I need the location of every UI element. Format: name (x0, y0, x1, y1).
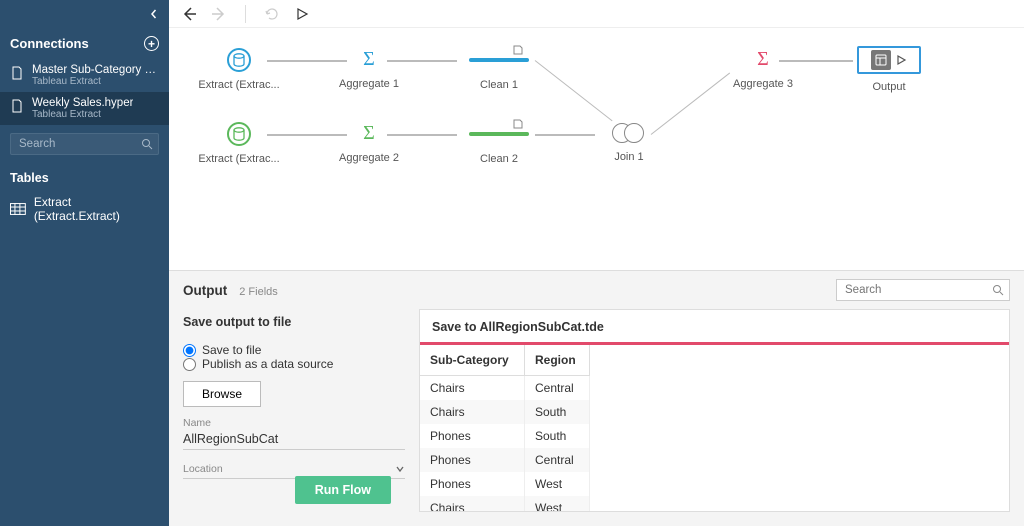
extract-icon (227, 48, 251, 72)
table-item[interactable]: Extract (Extract.Extract) (0, 189, 169, 229)
flow-canvas[interactable]: Extract (Extrac... Σ Aggregate 1 Clean 1… (169, 28, 1024, 270)
sigma-icon: Σ (757, 48, 769, 71)
node-join1[interactable]: Join 1 (589, 122, 669, 163)
panel-search[interactable] (836, 279, 1010, 301)
panel-search-input[interactable] (836, 279, 1010, 301)
arrow-right-icon (211, 6, 227, 22)
play-icon (295, 7, 309, 21)
document-icon (10, 99, 24, 113)
refresh-button[interactable] (264, 6, 280, 22)
node-clean2[interactable]: Clean 2 (459, 122, 539, 165)
sigma-icon: Σ (363, 48, 375, 71)
sidebar-collapse[interactable] (0, 0, 169, 28)
refresh-icon (264, 6, 280, 22)
search-icon (141, 138, 153, 150)
table-row[interactable]: PhonesCentral (420, 448, 590, 472)
node-output[interactable]: Output (849, 46, 929, 93)
connections-header: Connections + (0, 28, 169, 59)
output-panel: Output 2 Fields Save output to file Save… (169, 270, 1024, 526)
run-button[interactable] (294, 6, 310, 22)
tables-header: Tables (0, 163, 169, 189)
connections-label: Connections (10, 36, 89, 51)
panel-title: Output (183, 283, 227, 298)
node-aggregate1[interactable]: Σ Aggregate 1 (329, 48, 409, 90)
arrow-left-icon (181, 6, 197, 22)
add-connection-button[interactable]: + (144, 36, 159, 51)
caret-down-icon (395, 464, 405, 474)
sidebar: Connections + Master Sub-Category Li... … (0, 0, 169, 526)
forward-button[interactable] (211, 6, 227, 22)
join-icon (612, 122, 646, 144)
separator (245, 5, 246, 23)
document-icon (10, 66, 24, 80)
output-square-icon (871, 50, 891, 70)
play-small-icon (895, 54, 907, 66)
connection-item[interactable]: Master Sub-Category Li... Tableau Extrac… (0, 59, 169, 92)
table-icon (10, 203, 26, 215)
connection-name: Weekly Sales.hyper (32, 97, 133, 109)
sidebar-search[interactable] (10, 133, 159, 155)
output-box (857, 46, 921, 74)
table-row[interactable]: ChairsSouth (420, 400, 590, 424)
table-row[interactable]: PhonesSouth (420, 424, 590, 448)
back-button[interactable] (181, 6, 197, 22)
search-input[interactable] (10, 133, 159, 155)
radio-publish[interactable]: Publish as a data source (183, 357, 405, 371)
browse-button[interactable]: Browse (183, 381, 261, 407)
name-value[interactable]: AllRegionSubCat (183, 429, 405, 450)
preview-pane: Save to AllRegionSubCat.tde Sub-Category… (419, 309, 1010, 512)
column-header[interactable]: Region (525, 345, 590, 376)
fields-count: 2 Fields (239, 286, 278, 298)
node-clean1[interactable]: Clean 1 (459, 48, 539, 91)
note-icon (513, 119, 523, 129)
sigma-icon: Σ (363, 122, 375, 145)
preview-table: Sub-CategoryRegion ChairsCentralChairsSo… (420, 345, 590, 511)
extract-icon (227, 122, 251, 146)
table-row[interactable]: ChairsWest (420, 496, 590, 511)
connection-name: Master Sub-Category Li... (32, 64, 159, 76)
node-extract1[interactable]: Extract (Extrac... (199, 48, 279, 91)
name-label: Name (183, 417, 405, 429)
node-extract2[interactable]: Extract (Extrac... (199, 122, 279, 165)
save-title: Save output to file (183, 315, 405, 329)
table-name: Extract (Extract.Extract) (34, 195, 159, 223)
run-flow-button[interactable]: Run Flow (295, 476, 391, 504)
node-aggregate3[interactable]: Σ Aggregate 3 (723, 48, 803, 90)
connection-type: Tableau Extract (32, 76, 159, 87)
note-icon (513, 45, 523, 55)
table-row[interactable]: PhonesWest (420, 472, 590, 496)
radio-save-file[interactable]: Save to file (183, 343, 405, 357)
column-header[interactable]: Sub-Category (420, 345, 525, 376)
table-row[interactable]: ChairsCentral (420, 376, 590, 401)
connection-item[interactable]: Weekly Sales.hyper Tableau Extract (0, 92, 169, 125)
node-aggregate2[interactable]: Σ Aggregate 2 (329, 122, 409, 164)
chevron-left-icon (149, 9, 159, 19)
search-icon (992, 284, 1004, 296)
preview-title: Save to AllRegionSubCat.tde (420, 310, 1009, 342)
toolbar (169, 0, 1024, 28)
save-settings: Save output to file Save to file Publish… (183, 309, 405, 512)
main: Extract (Extrac... Σ Aggregate 1 Clean 1… (169, 0, 1024, 526)
connection-type: Tableau Extract (32, 109, 133, 120)
